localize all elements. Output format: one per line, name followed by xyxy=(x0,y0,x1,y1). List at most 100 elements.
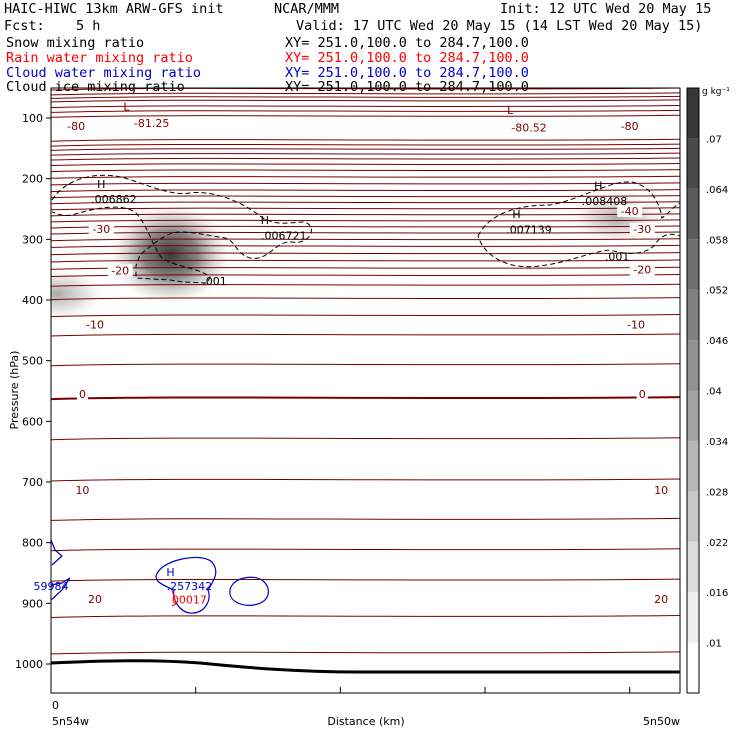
temperature-contour-15 xyxy=(51,182,680,186)
temperature-contour-21 xyxy=(51,219,680,223)
cloud-water-contour-east xyxy=(229,576,269,606)
temperature-contour-35 xyxy=(51,396,680,401)
temperature-label-bg-13 xyxy=(86,593,105,606)
colorbar-swatch-11 xyxy=(687,88,699,139)
colorbar-swatch-8 xyxy=(687,239,699,290)
temperature-label-bg-1 xyxy=(617,119,643,132)
cloud-ice-field-xy: XY= 251.0,100.0 to 284.7,100.0 xyxy=(285,79,529,95)
temperature-contour-17 xyxy=(51,195,680,199)
temperature-label-bg-9 xyxy=(76,388,88,401)
cloud-ice-contour-west xyxy=(51,174,312,284)
colorbar-label-9: .064 xyxy=(706,185,728,196)
temperature-label-bg-10 xyxy=(636,388,648,401)
snow-maximum-0 xyxy=(110,204,231,305)
temperature-contour-7 xyxy=(51,138,680,142)
temperature-contour-3 xyxy=(51,99,680,103)
temperature-contour-26 xyxy=(51,252,680,256)
distance-axis xyxy=(50,687,631,693)
cloud-water-field-xy: XY= 251.0,100.0 to 284.7,100.0 xyxy=(285,65,529,81)
temperature-contour-4 xyxy=(51,105,680,108)
extremum-label-11: .008408 xyxy=(582,195,628,208)
temperature-contour-1 xyxy=(51,92,680,96)
rain-field-xy: XY= 251.0,100.0 to 284.7,100.0 xyxy=(285,50,529,66)
x-endpoint-start: 5n54w xyxy=(52,715,89,728)
temperature-contour-16 xyxy=(51,189,680,193)
temperature-contour-10 xyxy=(51,152,680,156)
temperature-contour-20 xyxy=(51,213,680,217)
temperature-contour-0 xyxy=(51,88,680,91)
extremum-label-8: H xyxy=(512,208,520,221)
surface-line xyxy=(51,659,680,674)
colorbar-swatch-6 xyxy=(687,340,699,391)
temperature-label-12: 10 xyxy=(654,484,668,497)
temperature-label-4: -30 xyxy=(633,223,651,236)
rain-field-name: Rain water mixing ratio xyxy=(6,50,193,66)
extremum-label-12: .001 xyxy=(202,275,227,288)
colorbar-swatch-0 xyxy=(687,642,699,693)
temperature-contour-23 xyxy=(51,231,680,235)
colorbar-unit: g kg⁻¹ xyxy=(702,87,730,97)
rain-water-contour xyxy=(171,589,177,607)
temperature-contour-37 xyxy=(51,478,680,482)
extremum-label-17: 00017 xyxy=(172,593,207,606)
init-time: Init: 12 UTC Wed 20 May 15 xyxy=(500,1,712,17)
colorbar-label-10: .07 xyxy=(706,134,722,145)
x-endpoint-end: 5n50w xyxy=(643,715,680,728)
snow-mixing-ratio-shading xyxy=(51,192,666,320)
temperature-contour-24 xyxy=(51,238,680,242)
colorbar-label-6: .046 xyxy=(706,336,728,347)
y-tick-label-100: 100 xyxy=(22,112,43,125)
temperature-label-3: -30 xyxy=(92,223,110,236)
pressure-axis: 100 200 300 400 500 600 700 800 900 1000 xyxy=(15,112,51,671)
y-tick-label-400: 400 xyxy=(22,294,43,307)
temperature-label-6: -20 xyxy=(633,264,651,277)
extremum-label-0: L xyxy=(123,101,130,114)
fcst-label: Fcst: xyxy=(4,18,45,34)
cloud-ice-contours xyxy=(51,174,680,284)
y-tick-label-600: 600 xyxy=(22,415,43,428)
cloud-water-contour-center xyxy=(155,556,217,614)
colorbar-label-4: .034 xyxy=(706,437,728,448)
temperature-contour-5 xyxy=(51,109,680,113)
temperature-contour-41 xyxy=(51,614,680,618)
snow-maximum-1 xyxy=(51,267,106,320)
temperature-label-14: 20 xyxy=(654,593,668,606)
temperature-contour-8 xyxy=(51,143,680,147)
snow-field-name: Snow mixing ratio xyxy=(6,35,145,51)
temperature-contour-22 xyxy=(51,225,680,229)
temperature-contour-2 xyxy=(51,95,680,99)
temperature-label-bg-0 xyxy=(63,119,89,132)
temperature-label-11: 10 xyxy=(75,484,89,497)
colorbar-swatch-1 xyxy=(687,592,699,643)
colorbar-label-8: .058 xyxy=(706,235,728,246)
colorbar-label-1: .016 xyxy=(706,588,728,599)
temperature-label-bg-5 xyxy=(107,264,133,277)
extremum-label-14: H xyxy=(166,566,174,579)
extremum-label-6: H xyxy=(261,214,269,227)
temperature-contour-38 xyxy=(51,517,680,521)
temperature-label-bg-2 xyxy=(617,204,643,217)
y-tick-label-300: 300 xyxy=(22,233,43,246)
temperature-label-7: -10 xyxy=(86,318,104,331)
temperature-label-bg-6 xyxy=(629,263,655,276)
rain-water-contours xyxy=(171,589,177,607)
cloud-water-contour-west xyxy=(51,539,71,601)
temperature-contour-33 xyxy=(51,333,680,337)
temperature-contour-31 xyxy=(51,297,680,301)
temperature-contour-42 xyxy=(51,651,680,655)
y-tick-label-1000: 1000 xyxy=(15,658,43,671)
extremum-label-2: L xyxy=(507,104,514,117)
colorbar-swatch-5 xyxy=(687,390,699,441)
colorbar-swatch-3 xyxy=(687,491,699,542)
extremum-label-10: H xyxy=(594,180,602,193)
extremum-label-5: .006862 xyxy=(91,193,137,206)
temperature-contour-13 xyxy=(51,169,680,173)
colorbar: .01 .016 .022 .028 .034 .04 .046 .052 .058 .064 .0… xyxy=(686,87,728,694)
temperature-label-2: -40 xyxy=(621,205,639,218)
temperature-contour-6 xyxy=(51,114,680,118)
temperature-label-bg-3 xyxy=(88,223,114,236)
temperature-label-8: -10 xyxy=(627,318,645,331)
extremum-label-7: .006721 xyxy=(261,229,307,242)
contour-labels: -80 -80 -40 -30 -30 -20 -20 -10 -10 0 0 10 10 20 20 L -8… xyxy=(34,101,671,606)
colorbar-swatch-9 xyxy=(687,188,699,240)
